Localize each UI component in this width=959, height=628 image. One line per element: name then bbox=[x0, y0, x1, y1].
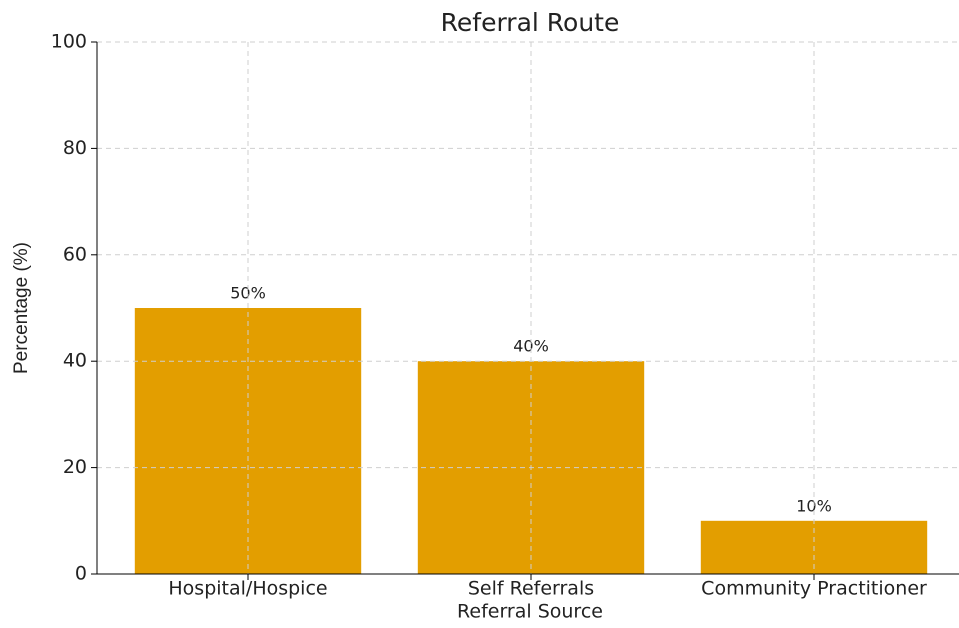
value-label: 40% bbox=[513, 337, 549, 356]
y-axis-label: Percentage (%) bbox=[11, 242, 32, 374]
chart-title: Referral Route bbox=[441, 8, 620, 37]
x-tick-label: Hospital/Hospice bbox=[168, 578, 327, 600]
y-tick-label: 80 bbox=[63, 137, 87, 159]
x-tick-label: Community Practitioner bbox=[701, 578, 927, 600]
x-axis-label: Referral Source bbox=[457, 601, 603, 623]
y-tick-label: 20 bbox=[63, 456, 87, 478]
y-tick-label: 0 bbox=[75, 563, 87, 585]
y-tick-label: 40 bbox=[63, 350, 87, 372]
x-tick-label: Self Referrals bbox=[468, 578, 594, 600]
y-tick-label: 100 bbox=[51, 31, 87, 53]
y-tick-label: 60 bbox=[63, 243, 87, 265]
value-label: 50% bbox=[230, 284, 266, 303]
